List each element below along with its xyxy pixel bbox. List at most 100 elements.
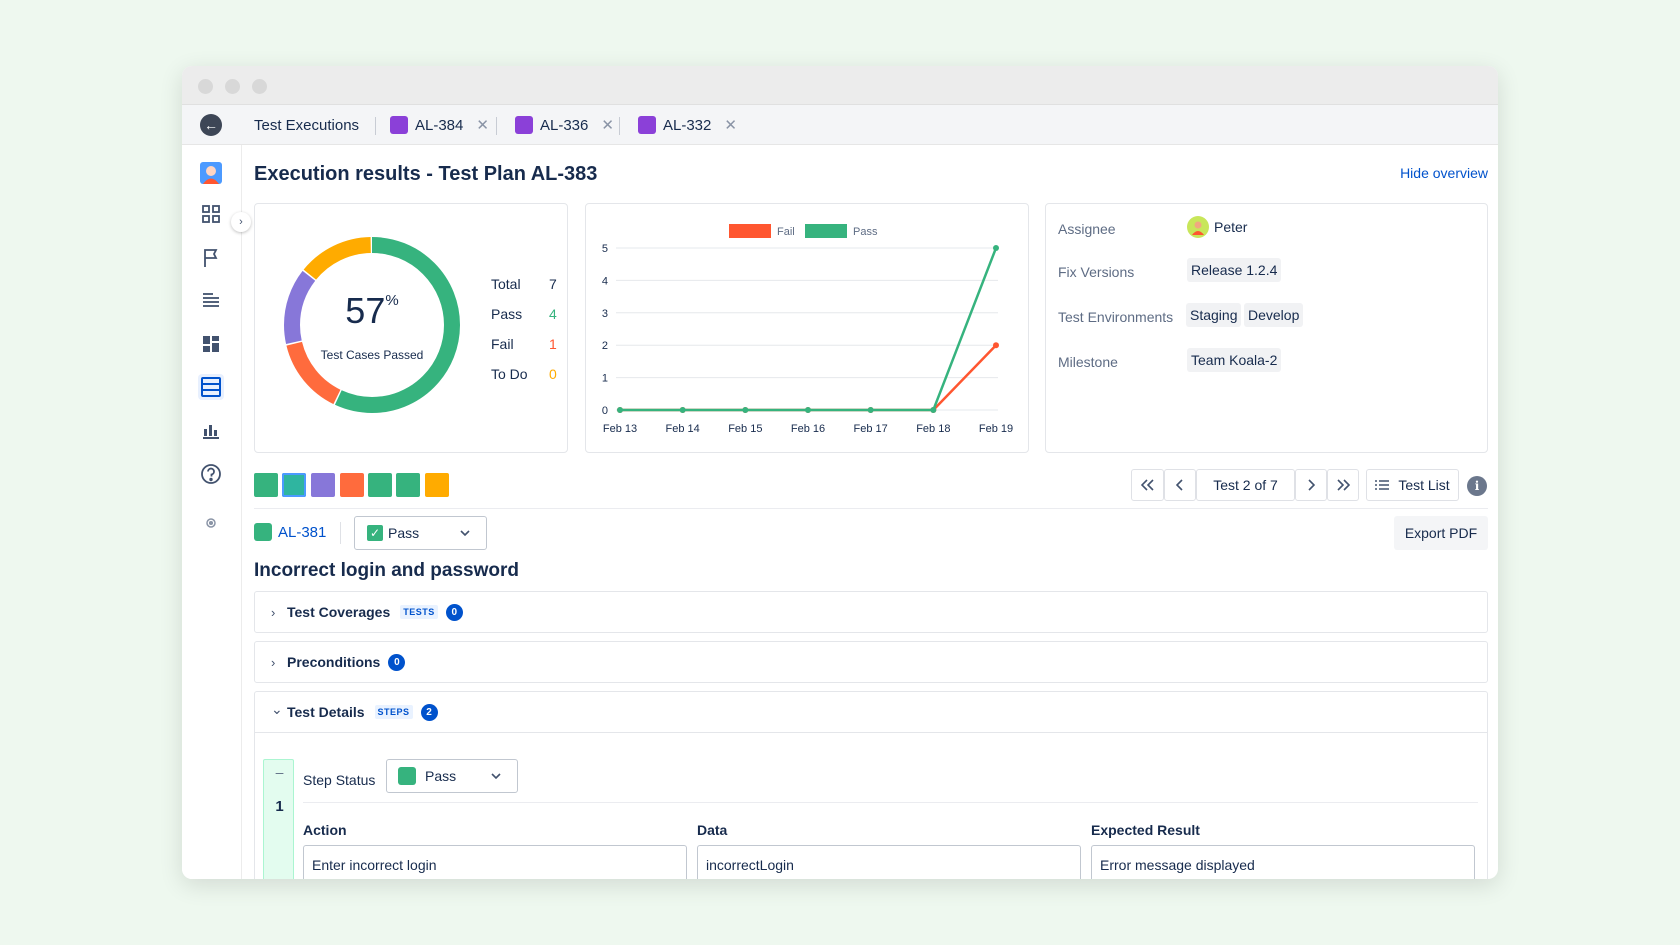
section-preconditions[interactable]: › Preconditions 0 xyxy=(254,641,1488,683)
info-icon[interactable]: i xyxy=(1467,476,1487,496)
collapse-step-icon[interactable]: – xyxy=(275,764,284,780)
test-status-square-current[interactable] xyxy=(282,473,306,497)
x-tick-label: Feb 13 xyxy=(603,423,637,435)
section-test-details[interactable]: ⌄ Test Details STEPS 2 xyxy=(254,691,1488,733)
stat-pass: Pass 4 xyxy=(491,306,557,322)
chevron-left-icon xyxy=(1176,479,1183,491)
window-close-dot[interactable] xyxy=(198,79,213,94)
chevron-down-icon xyxy=(491,773,501,779)
test-status-select[interactable]: ✓ Pass xyxy=(354,516,487,550)
plan-info-card: Assignee Peter Fix Versions Release 1.2.… xyxy=(1045,203,1488,453)
y-tick-label: 1 xyxy=(602,373,608,385)
x-tick-label: Feb 19 xyxy=(979,423,1013,435)
test-status-square[interactable] xyxy=(311,473,335,497)
title-bar xyxy=(182,66,1498,105)
pass-rate-donut-chart xyxy=(284,237,460,413)
x-tick-label: Feb 16 xyxy=(791,423,825,435)
series-line-pass xyxy=(620,247,998,412)
last-page-button[interactable] xyxy=(1327,469,1359,501)
test-status-square[interactable] xyxy=(425,473,449,497)
flag-icon[interactable] xyxy=(198,245,224,271)
test-title: Incorrect login and password xyxy=(254,560,519,581)
bar-chart-icon[interactable] xyxy=(198,417,224,443)
expected-result-field[interactable]: Error message displayed xyxy=(1091,845,1475,879)
milestone-label: Milestone xyxy=(1058,354,1118,370)
tab-label: AL-336 xyxy=(540,116,589,134)
section-test-coverages[interactable]: › Test Coverages TESTS 0 xyxy=(254,591,1488,633)
data-field[interactable]: incorrectLogin xyxy=(697,845,1081,879)
tab-divider xyxy=(496,117,497,135)
list-icon xyxy=(1375,480,1390,490)
assignee-label: Assignee xyxy=(1058,221,1116,237)
test-list-label: Test List xyxy=(1398,477,1450,493)
donut-caption: Test Cases Passed xyxy=(320,348,424,362)
data-point-pass xyxy=(867,407,874,413)
tab-al-332[interactable]: AL-332 ✕ xyxy=(638,105,737,145)
pass-percent: 57 xyxy=(345,290,386,331)
test-list-button[interactable]: Test List xyxy=(1366,469,1459,501)
environment-chip[interactable]: Staging xyxy=(1186,303,1242,327)
test-status-value: Pass xyxy=(388,525,420,541)
action-column-header: Action xyxy=(303,822,347,838)
environment-chip[interactable]: Develop xyxy=(1244,303,1304,327)
close-icon[interactable]: ✕ xyxy=(476,117,489,134)
stat-label: Total xyxy=(491,276,521,292)
assignee[interactable]: Peter xyxy=(1187,216,1247,238)
list-lines-icon[interactable] xyxy=(198,287,224,313)
window-minimize-dot[interactable] xyxy=(225,79,240,94)
export-pdf-button[interactable]: Export PDF xyxy=(1394,516,1488,550)
first-page-button[interactable] xyxy=(1131,469,1164,501)
step-status-select[interactable]: Pass xyxy=(386,759,518,793)
tab-al-384[interactable]: AL-384 ✕ xyxy=(390,105,489,145)
tab-divider xyxy=(375,117,376,135)
tab-al-336[interactable]: AL-336 ✕ xyxy=(515,105,614,145)
expand-sidebar-chevron-icon[interactable]: › xyxy=(231,212,251,232)
tab-bar: ← Test Executions AL-384 ✕ AL-336 ✕ AL-3… xyxy=(182,105,1498,145)
legend-swatch xyxy=(805,224,847,238)
page-title: Execution results - Test Plan AL-383 xyxy=(254,163,598,185)
stat-value: 7 xyxy=(549,276,557,292)
tab-divider xyxy=(619,117,620,135)
project-avatar-icon[interactable] xyxy=(198,160,224,186)
app-window: ← Test Executions AL-384 ✕ AL-336 ✕ AL-3… xyxy=(182,66,1498,879)
y-tick-label: 3 xyxy=(602,308,608,320)
legend-label: Pass xyxy=(853,226,878,238)
hide-overview-link[interactable]: Hide overview xyxy=(1400,165,1488,181)
board-icon[interactable] xyxy=(198,331,224,357)
test-status-square[interactable] xyxy=(396,473,420,497)
previous-page-button[interactable] xyxy=(1164,469,1196,501)
test-status-square[interactable] xyxy=(340,473,364,497)
settings-dot-icon[interactable] xyxy=(198,510,224,536)
tab-label: Test Executions xyxy=(254,116,360,134)
milestone-chip[interactable]: Team Koala-2 xyxy=(1187,348,1282,372)
count-badge: 2 xyxy=(420,703,438,721)
dashboard-grid-icon[interactable] xyxy=(198,201,224,227)
test-key[interactable]: AL-381 xyxy=(254,523,326,541)
test-issue-icon xyxy=(254,523,272,541)
window-maximize-dot[interactable] xyxy=(252,79,267,94)
test-status-square[interactable] xyxy=(254,473,278,497)
next-page-button[interactable] xyxy=(1295,469,1327,501)
close-icon[interactable]: ✕ xyxy=(601,117,614,134)
x-tick-label: Feb 14 xyxy=(666,423,700,435)
donut-segment xyxy=(284,237,460,413)
section-title: Test Details xyxy=(287,704,365,720)
donut-center: 57% xyxy=(277,290,467,332)
divider xyxy=(254,508,1488,509)
test-status-square[interactable] xyxy=(368,473,392,497)
test-plan-list-icon[interactable] xyxy=(198,374,224,400)
double-chevron-left-icon xyxy=(1140,479,1154,491)
back-arrow-icon[interactable]: ← xyxy=(200,114,222,136)
action-field[interactable]: Enter incorrect login xyxy=(303,845,687,879)
test-key-link[interactable]: AL-381 xyxy=(278,523,327,541)
tab-test-executions[interactable]: Test Executions xyxy=(254,105,359,145)
chevron-right-icon: › xyxy=(271,604,276,620)
close-icon[interactable]: ✕ xyxy=(724,117,737,134)
data-point-pass xyxy=(617,407,623,413)
results-chart-card: 0 1 2 3 4 5 Feb 13 Feb 14 Feb 15 Feb 16 Feb 17 Feb … xyxy=(585,203,1029,453)
tab-label: AL-384 xyxy=(415,116,464,134)
double-chevron-right-icon xyxy=(1337,479,1350,491)
section-tag: TESTS xyxy=(400,605,438,619)
fix-version-chip[interactable]: Release 1.2.4 xyxy=(1187,258,1282,282)
help-icon[interactable] xyxy=(198,461,224,487)
